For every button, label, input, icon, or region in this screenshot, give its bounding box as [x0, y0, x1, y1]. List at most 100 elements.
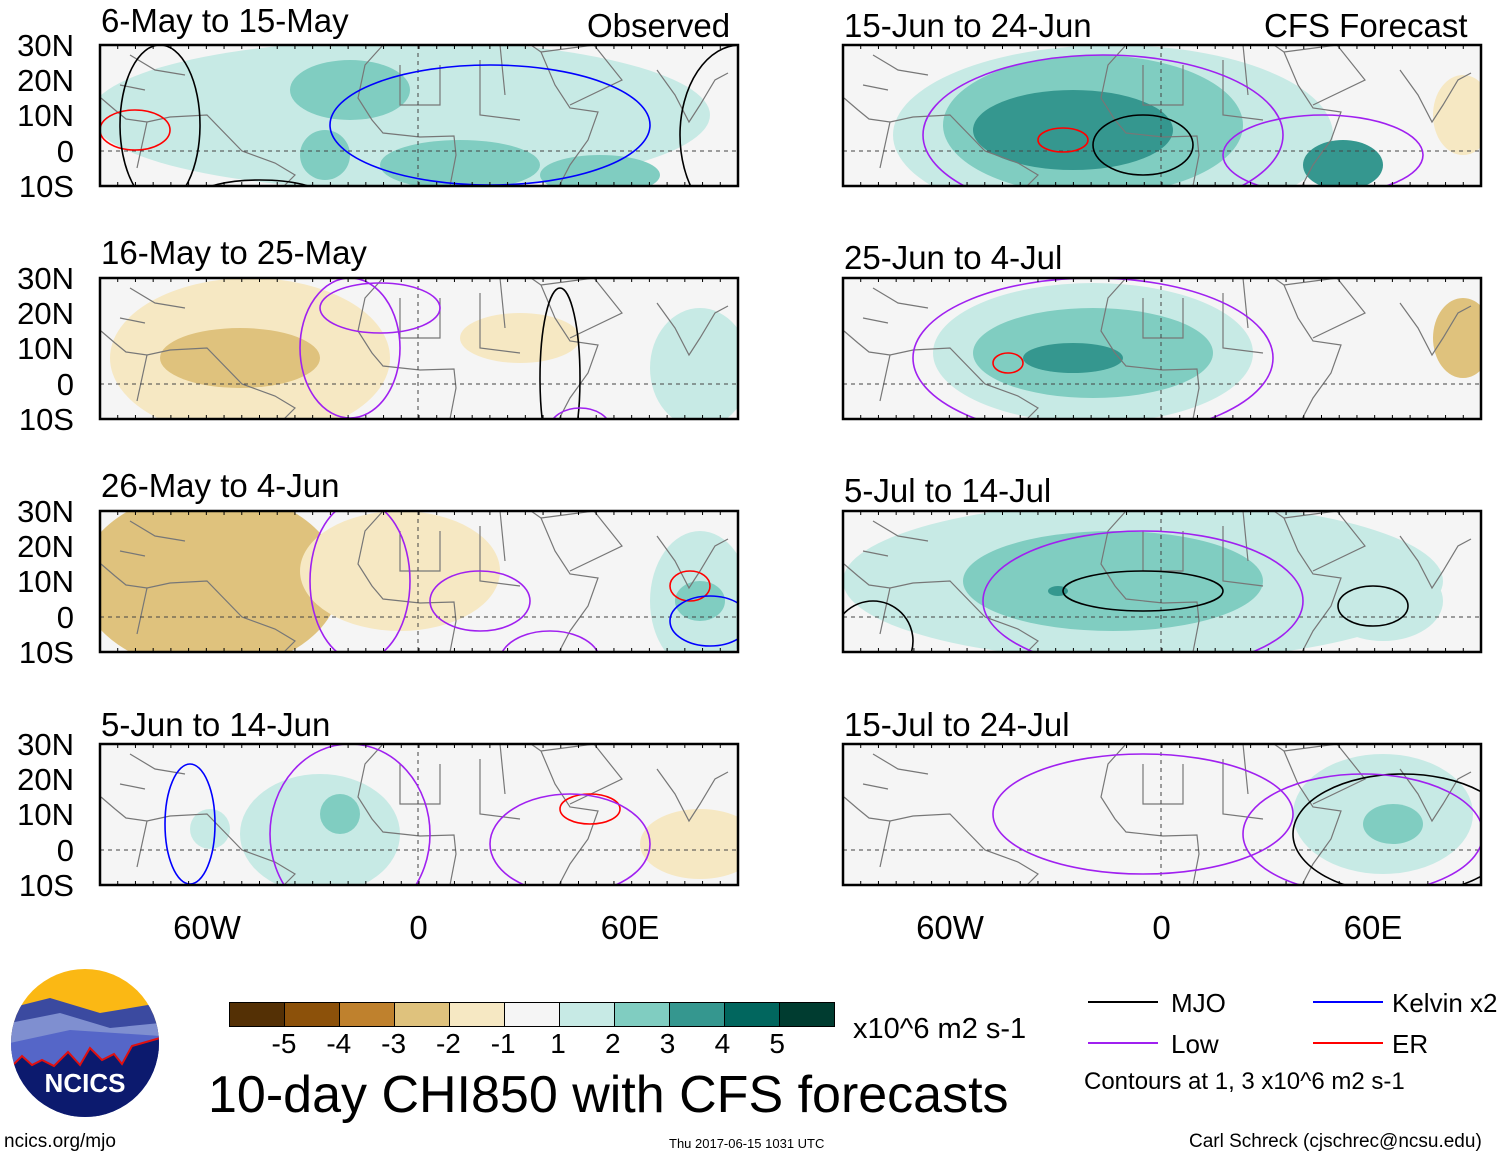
- shading-region: [320, 794, 360, 834]
- coastline: [843, 796, 1039, 885]
- contour-line: [1242, 773, 1481, 885]
- lat-label: 10N: [17, 331, 74, 367]
- coastline: [530, 278, 599, 419]
- colorbar-label: -5: [271, 1028, 297, 1059]
- contour-line: [309, 511, 411, 652]
- colorbar-swatch: [615, 1003, 670, 1026]
- shading-region: [973, 90, 1173, 170]
- contour-line: [501, 630, 599, 652]
- shading-region: [460, 313, 580, 363]
- lon-label: 60W: [916, 909, 984, 946]
- colorbar-swatch: [340, 1003, 395, 1026]
- shading-region: [675, 581, 725, 621]
- shading-region: [100, 511, 340, 652]
- shading-region: [963, 531, 1263, 631]
- lat-label: 10S: [18, 634, 74, 670]
- lat-label: 10N: [17, 797, 74, 833]
- coastline: [357, 744, 457, 885]
- shading-region: [650, 308, 738, 419]
- map-panel: [841, 509, 1483, 654]
- lat-label: 10S: [18, 401, 74, 437]
- legend-label-mjo: MJO: [1171, 988, 1226, 1018]
- coastline: [530, 45, 599, 186]
- coastline: [1273, 511, 1342, 652]
- footer-credit: Carl Schreck (cjschrec@ncsu.edu): [1189, 1131, 1482, 1152]
- shading-region: [1433, 75, 1481, 155]
- coastline: [862, 287, 929, 324]
- colorbar-label: 1: [550, 1028, 566, 1059]
- contour-line: [1092, 114, 1194, 176]
- lat-label: 30N: [17, 494, 74, 529]
- lat-label: 30N: [17, 727, 74, 762]
- coastline: [1100, 744, 1200, 885]
- lon-label: 60E: [1343, 909, 1403, 946]
- coastline: [1399, 768, 1472, 823]
- footer-url[interactable]: ncics.org/mjo: [4, 1131, 116, 1152]
- coastline: [843, 563, 1039, 652]
- colorbar: [229, 1002, 835, 1027]
- coastline: [100, 330, 296, 419]
- coastline: [136, 587, 148, 635]
- coastline: [119, 753, 186, 790]
- contour-line: [982, 530, 1304, 652]
- colorbar-label: -2: [435, 1028, 461, 1059]
- lat-label: 10S: [18, 168, 74, 204]
- shading-region: [1023, 343, 1123, 373]
- colorbar-label: 3: [659, 1028, 676, 1059]
- coastline: [656, 535, 729, 590]
- lat-label: 10N: [17, 564, 74, 600]
- coastline: [1100, 45, 1200, 186]
- coastline: [862, 753, 929, 790]
- colorbar-swatch: [670, 1003, 725, 1026]
- colorbar-swatch: [230, 1003, 285, 1026]
- coastline: [119, 520, 186, 557]
- coastline: [843, 97, 1039, 186]
- contour-line: [1337, 585, 1409, 627]
- colorbar-swatch: [505, 1003, 560, 1026]
- colorbar-units: x10^6 m2 s-1: [853, 1013, 1027, 1045]
- coastline: [843, 330, 1039, 419]
- coastline: [100, 796, 296, 885]
- lat-label: 30N: [17, 28, 74, 63]
- contour-line: [992, 352, 1024, 374]
- contour-line: [429, 570, 531, 632]
- shading-region: [190, 809, 230, 849]
- figure-title: 10-day CHI850 with CFS forecasts: [208, 1066, 1009, 1124]
- colorbar-swatch: [725, 1003, 780, 1026]
- shading-region: [1433, 298, 1481, 378]
- map-panel: [98, 509, 740, 654]
- lon-label: 60W: [173, 909, 241, 946]
- panel-title: 26-May to 4-Jun: [101, 467, 340, 504]
- lon-label: 60E: [600, 909, 660, 946]
- contour-line: [100, 109, 171, 151]
- coastline: [1100, 511, 1200, 652]
- coastline: [862, 54, 929, 91]
- coastline: [136, 820, 148, 868]
- panel-title: 5-Jun to 14-Jun: [101, 706, 331, 743]
- coastline: [1399, 535, 1472, 590]
- colorbar-swatch: [450, 1003, 505, 1026]
- coastline: [879, 820, 891, 868]
- contour-note: Contours at 1, 3 x10^6 m2 s-1: [1084, 1068, 1405, 1095]
- coastline: [530, 744, 599, 885]
- shading-region: [1303, 140, 1383, 186]
- colorbar-swatch: [560, 1003, 615, 1026]
- shading-region: [380, 140, 540, 186]
- lat-label: 20N: [17, 63, 74, 99]
- coastline: [1399, 302, 1472, 357]
- coastline: [1273, 744, 1342, 885]
- lat-label: 0: [56, 133, 74, 169]
- panel-title: 16-May to 25-May: [101, 234, 367, 271]
- lat-label: 30N: [17, 261, 74, 296]
- map-panel: [841, 43, 1483, 188]
- lon-label: 0: [409, 909, 428, 946]
- coastline: [399, 278, 521, 354]
- coastline: [119, 287, 186, 324]
- coastline: [879, 121, 891, 169]
- lat-label: 20N: [17, 529, 74, 565]
- legend-label-kelvin: Kelvin x2: [1392, 988, 1498, 1018]
- coastline: [357, 278, 457, 419]
- map-panel: [841, 742, 1483, 887]
- coastline: [136, 354, 148, 402]
